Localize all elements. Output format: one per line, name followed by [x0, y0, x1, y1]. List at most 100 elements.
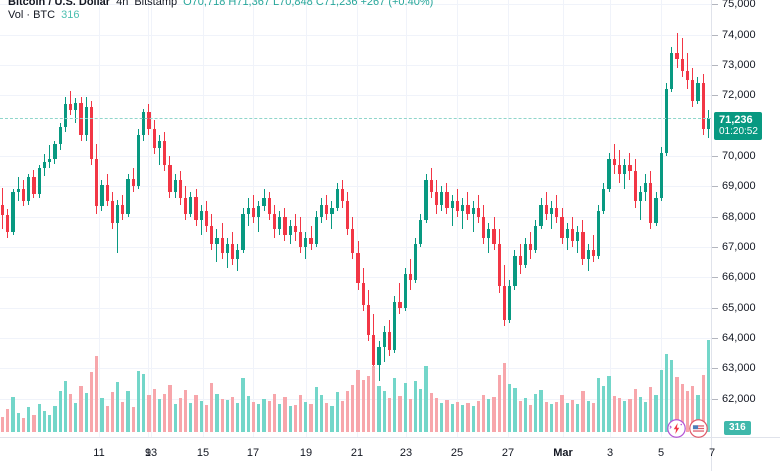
candle-body — [513, 256, 517, 287]
gridline-vertical — [203, 0, 204, 437]
sparkle-lightning-icon[interactable] — [667, 419, 686, 438]
volume-bar — [100, 397, 104, 432]
volume-bar — [126, 390, 130, 432]
volume-bar — [644, 401, 648, 432]
candle-body — [366, 304, 371, 336]
candle-body — [570, 228, 575, 241]
candle-body — [670, 52, 674, 90]
countdown-timer: 01:20:52 — [719, 126, 758, 138]
candle-body — [706, 118, 710, 129]
volume-bar — [680, 384, 684, 432]
current-price-value: 71,236 — [719, 114, 753, 127]
volume-bar — [89, 372, 94, 432]
candle-body — [675, 52, 679, 59]
candle-body — [173, 180, 177, 193]
candle-body — [544, 204, 548, 214]
volume-bar — [95, 355, 99, 432]
volume-bar — [288, 406, 292, 432]
candle-body — [204, 210, 209, 226]
volume-value: 316 — [61, 9, 80, 21]
candle-wick — [624, 158, 626, 190]
volume-bar — [366, 375, 371, 432]
candle-body — [304, 237, 308, 247]
volume-bar — [419, 388, 423, 432]
volume-bar — [581, 390, 585, 432]
volume-bar — [685, 390, 690, 432]
candle-body — [194, 196, 198, 220]
candle-body — [121, 204, 125, 214]
candle-body — [236, 250, 240, 260]
candle-body — [382, 332, 386, 348]
candle-wick — [70, 90, 72, 115]
volume-bar — [251, 402, 256, 432]
volume-bar — [246, 395, 250, 432]
volume-bar — [142, 374, 146, 432]
candle-body — [372, 335, 376, 366]
candle-body — [393, 301, 397, 351]
candle-body — [487, 228, 491, 238]
price-tick-mark — [712, 247, 718, 249]
axis-corner-divider — [711, 438, 712, 471]
candlestick-plot[interactable] — [0, 0, 711, 437]
volume-bar — [278, 403, 282, 432]
gridline-vertical — [357, 0, 358, 437]
candle-body — [131, 178, 135, 187]
candle-body — [215, 237, 219, 244]
candle-body — [691, 80, 695, 102]
volume-bar — [314, 387, 318, 432]
candle-body — [168, 165, 172, 193]
volume-bar — [189, 402, 193, 432]
price-axis-tick: 64,000 — [722, 332, 756, 345]
volume-bar — [37, 403, 41, 432]
candle-wick — [409, 259, 411, 290]
candle-body — [231, 243, 235, 260]
candle-body — [638, 192, 643, 202]
price-tick-mark — [712, 338, 718, 340]
gridline-horizontal — [0, 216, 711, 218]
candle-body — [152, 128, 156, 149]
candle-body — [450, 201, 454, 208]
candle-body — [178, 180, 182, 199]
time-axis[interactable]: 9 11 13 15 17 19 21 23 25 27 Mar 3 5 7 — [0, 437, 780, 471]
candle-wick — [399, 283, 401, 314]
candle-body — [518, 256, 522, 266]
candle-body — [126, 178, 130, 214]
price-tick-mark — [712, 216, 718, 218]
candle-body — [27, 177, 31, 202]
candle-body — [136, 134, 141, 187]
volume-label: Vol · BTC — [8, 9, 56, 21]
volume-bar — [58, 390, 62, 432]
candle-body — [142, 111, 146, 135]
chart-badges[interactable] — [667, 419, 708, 438]
price-tick-mark — [712, 95, 718, 97]
gridline-vertical — [406, 0, 407, 437]
candle-wick — [451, 195, 453, 226]
candle-wick — [216, 228, 218, 263]
price-tick-mark — [712, 307, 718, 309]
candle-body — [84, 107, 88, 135]
candle-body — [298, 231, 303, 247]
volume-bar — [565, 403, 569, 432]
candle-body — [581, 231, 585, 260]
volume-bar — [11, 397, 15, 432]
gridline-horizontal — [0, 4, 711, 6]
symbol-label[interactable]: Bitcoin / U.S. Dollar — [8, 0, 111, 8]
candle-body — [455, 201, 460, 211]
price-axis[interactable]: 71,236 01:20:52 316 75,000 74,000 73,000 72… — [711, 0, 780, 437]
interval-label[interactable]: 4h — [116, 0, 129, 8]
candle-body — [429, 180, 433, 193]
volume-bar — [555, 402, 559, 432]
candle-body — [63, 104, 67, 128]
volume-bar — [262, 399, 266, 432]
volume-bar — [178, 397, 182, 432]
volume-bar — [215, 393, 219, 432]
volume-bar — [220, 398, 224, 432]
ohlc-values: O70,718 H71,367 L70,848 C71,236 +267 (+0… — [183, 0, 434, 8]
us-flag-icon[interactable] — [689, 419, 708, 438]
volume-bar — [508, 384, 512, 432]
candle-body — [586, 250, 590, 260]
candle-body — [560, 216, 564, 238]
price-tick-mark — [712, 4, 718, 6]
candle-body — [340, 189, 345, 202]
